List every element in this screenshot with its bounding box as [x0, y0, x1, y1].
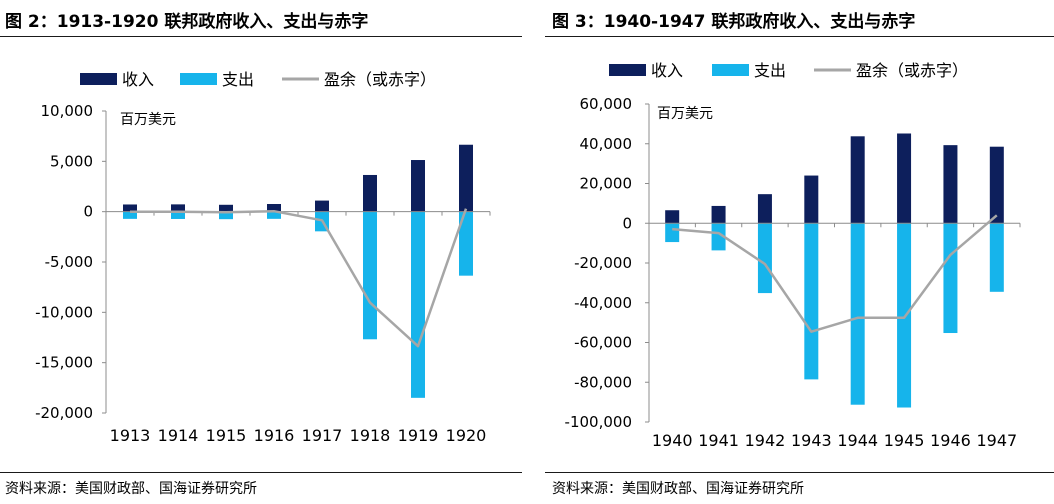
x-category-label-1945: 1945	[884, 431, 925, 450]
revenue-bar-1942	[757, 194, 772, 224]
y-tick-label: -15,000	[35, 354, 93, 372]
x-category-label-1917: 1917	[302, 426, 343, 445]
revenue-bar-1913	[123, 204, 137, 212]
x-category-label-1914: 1914	[158, 426, 199, 445]
y-tick-label: 0	[622, 214, 632, 232]
source-divider	[0, 472, 522, 473]
y-tick-label: -80,000	[574, 373, 632, 391]
revenue-bar-1915	[219, 204, 233, 212]
revenue-bar-1940	[665, 210, 680, 224]
revenue-bar-1943	[804, 175, 819, 224]
legend-swatch-0	[80, 73, 117, 85]
revenue-bar-1918	[363, 174, 377, 212]
x-category-label-1942: 1942	[745, 431, 786, 450]
unit-label: 百万美元	[120, 112, 176, 128]
revenue-bar-1920	[459, 144, 473, 212]
expenditure-bar-1942	[757, 223, 772, 294]
y-tick-label: 20,000	[580, 175, 633, 193]
title-divider	[545, 36, 1054, 37]
chart-1940-1947: 收入 支出 盈余（或赤字） 百万美元 60,000 40,000 20,000 0 -20,00…	[565, 61, 1021, 450]
source-divider	[545, 472, 1054, 473]
y-tick-label: -100,000	[565, 413, 632, 431]
y-tick-label: 60,000	[580, 95, 633, 113]
expenditure-bar-1920	[459, 211, 473, 276]
revenue-bar-1946	[943, 145, 958, 224]
x-category-label-1946: 1946	[930, 431, 971, 450]
chart-1913-1920: 收入 支出 盈余（或赤字） 百万美元 10,000 5,000 0 -5,000 -10,000…	[35, 70, 491, 445]
y-tick-label: 5,000	[50, 152, 93, 170]
legend-label-0: 收入	[122, 70, 154, 89]
x-category-label-1941: 1941	[698, 431, 739, 450]
expenditure-bar-1913	[123, 211, 137, 219]
legend-label-0: 收入	[651, 61, 683, 80]
figure-panel-left: 图 2：1913-1920 联邦政府收入、支出与赤字 收入 支出 盈余（或赤字） 百万…	[0, 12, 522, 497]
x-category-label-1916: 1916	[254, 426, 295, 445]
balance-line	[130, 208, 468, 348]
x-category-label-1947: 1947	[976, 431, 1017, 450]
balance-line	[672, 214, 998, 333]
x-category-label-1944: 1944	[837, 431, 878, 450]
expenditure-bar-1946	[943, 223, 958, 334]
revenue-bar-1947	[989, 146, 1004, 224]
expenditure-bar-1944	[850, 223, 865, 405]
figure-title: 图 2：1913-1920 联邦政府收入、支出与赤字	[5, 12, 369, 32]
expenditure-bar-1919	[411, 211, 425, 398]
revenue-bar-1916	[267, 204, 281, 212]
revenue-bar-1944	[850, 136, 865, 224]
expenditure-bar-1945	[897, 223, 912, 408]
revenue-bar-1941	[711, 205, 726, 224]
expenditure-bar-1947	[989, 223, 1004, 292]
legend-label-2: 盈余（或赤字）	[324, 70, 436, 89]
legend-label-1: 支出	[222, 70, 254, 89]
y-tick-label: 0	[83, 203, 93, 221]
y-tick-label: -60,000	[574, 334, 632, 352]
expenditure-bar-1915	[219, 211, 233, 220]
unit-label: 百万美元	[657, 106, 713, 122]
x-category-label-1940: 1940	[652, 431, 693, 450]
revenue-bar-1914	[171, 204, 185, 212]
source-note: 资料来源：美国财政部、国海证券研究所	[552, 481, 804, 497]
title-divider	[0, 36, 522, 37]
x-category-label-1918: 1918	[350, 426, 391, 445]
x-category-label-1943: 1943	[791, 431, 832, 450]
figure-panel-right: 图 3：1940-1947 联邦政府收入、支出与赤字 收入 支出 盈余（或赤字） 百万…	[527, 0, 1054, 504]
expenditure-bar-1918	[363, 211, 377, 340]
expenditure-bar-1941	[711, 223, 726, 251]
expenditure-bar-1943	[804, 223, 819, 380]
legend-label-1: 支出	[754, 61, 786, 80]
figure-title: 图 3：1940-1947 联邦政府收入、支出与赤字	[552, 12, 916, 32]
y-tick-label: 10,000	[41, 102, 94, 120]
legend-swatch-1	[180, 73, 217, 85]
legend-swatch-0	[609, 64, 646, 76]
legend-label-2: 盈余（或赤字）	[856, 61, 968, 80]
revenue-bar-1945	[897, 133, 912, 224]
expenditure-bar-1940	[665, 223, 680, 243]
y-tick-label: -20,000	[574, 254, 632, 272]
y-tick-label: -20,000	[35, 404, 93, 422]
legend-swatch-1	[712, 64, 749, 76]
expenditure-bar-1914	[171, 211, 185, 219]
y-tick-label: -10,000	[35, 303, 93, 321]
source-note: 资料来源：美国财政部、国海证券研究所	[5, 481, 257, 497]
x-category-label-1915: 1915	[206, 426, 247, 445]
y-tick-label: 40,000	[580, 135, 633, 153]
y-tick-label: -40,000	[574, 294, 632, 312]
revenue-bar-1917	[315, 200, 329, 212]
x-category-label-1919: 1919	[398, 426, 439, 445]
expenditure-bar-1916	[267, 211, 281, 219]
revenue-bar-1919	[411, 160, 425, 212]
y-tick-label: -5,000	[45, 253, 93, 271]
x-category-label-1920: 1920	[446, 426, 487, 445]
x-category-label-1913: 1913	[110, 426, 151, 445]
